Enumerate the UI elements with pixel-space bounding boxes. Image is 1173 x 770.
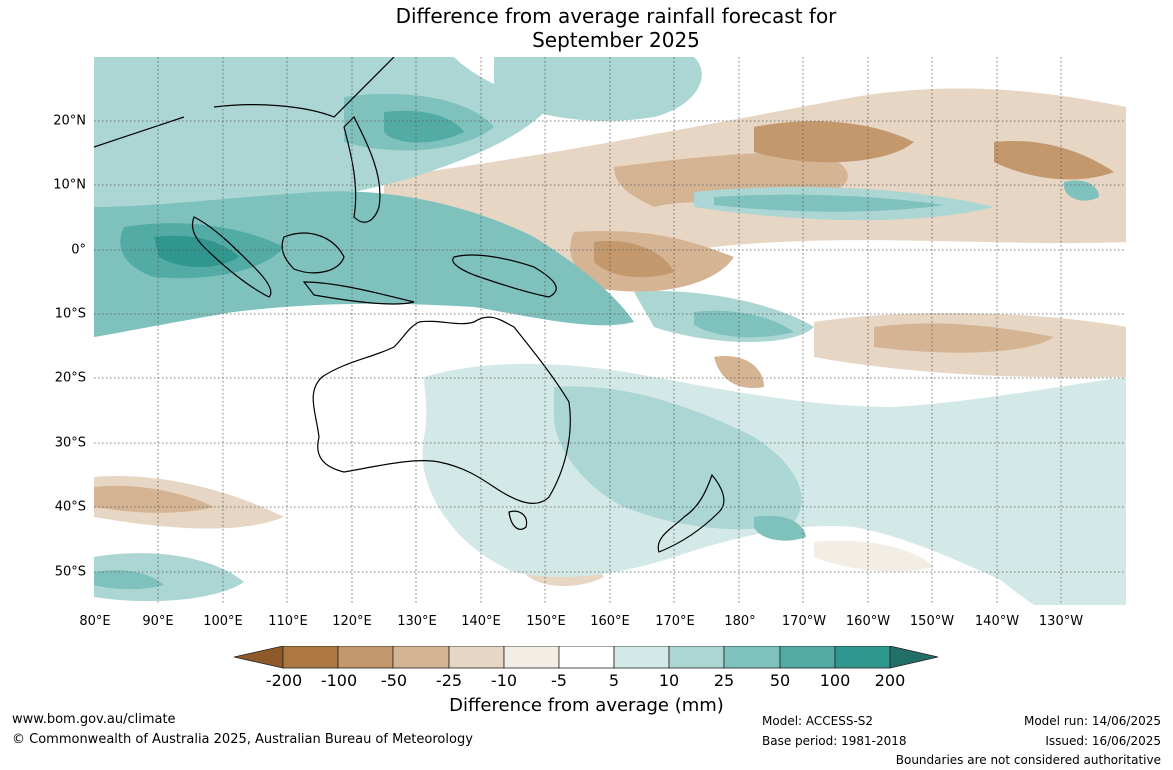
lon-label-160e: 160°E — [590, 614, 630, 629]
colorbar-tick: -100 — [320, 671, 358, 690]
map-canvas — [94, 57, 1126, 605]
lon-label-170e: 170°E — [655, 614, 695, 629]
colorbar — [233, 645, 939, 676]
colorbar-extend-wet — [889, 645, 939, 669]
colorbar-tick: -25 — [435, 671, 463, 690]
lon-label-180: 180° — [724, 614, 756, 629]
colorbar-label: Difference from average (mm) — [449, 695, 724, 716]
colorbar-tick: 50 — [769, 671, 791, 690]
lon-label-120e: 120°E — [332, 614, 372, 629]
map-title: Difference from average rainfall forecas… — [0, 4, 1173, 52]
lat-label-40s: 40°S — [54, 499, 86, 515]
colorbar-extend-dry — [233, 645, 284, 669]
lat-label-20n: 20°N — [53, 113, 86, 129]
wet-anomaly-regions — [94, 57, 1126, 605]
lon-label-130e: 130°E — [397, 614, 437, 629]
lat-label-equator: 0° — [71, 242, 86, 258]
title-line-2: September 2025 — [532, 28, 700, 52]
colorbar-tick: 25 — [713, 671, 735, 690]
graticule — [94, 57, 1126, 605]
colorbar-tick: -50 — [380, 671, 408, 690]
issued-date: Issued: 16/06/2025 — [1045, 734, 1161, 748]
lon-label-80e: 80°E — [79, 614, 111, 629]
colorbar-tick: 10 — [658, 671, 680, 690]
lon-label-100e: 100°E — [203, 614, 243, 629]
lon-label-140w: 140°W — [974, 614, 1020, 629]
lon-label-90e: 90°E — [142, 614, 174, 629]
colorbar-swatches — [233, 645, 939, 669]
colorbar-tick: -200 — [265, 671, 303, 690]
lat-label-50s: 50°S — [54, 564, 86, 580]
colorbar-tick: 200 — [874, 671, 906, 690]
copyright-notice: © Commonwealth of Australia 2025, Austra… — [12, 732, 473, 747]
lon-label-160w: 160°W — [845, 614, 891, 629]
rainfall-anomaly-map — [94, 57, 1126, 605]
model-run-date: Model run: 14/06/2025 — [1023, 714, 1161, 728]
colorbar-tick: 100 — [819, 671, 851, 690]
lon-label-150e: 150°E — [526, 614, 566, 629]
colorbar-tick: -5 — [551, 671, 567, 690]
model-name: Model: ACCESS-S2 — [762, 714, 874, 728]
lon-label-170w: 170°W — [781, 614, 827, 629]
colorbar-tick: -10 — [490, 671, 518, 690]
lat-label-20s: 20°S — [54, 370, 86, 386]
lon-label-110e: 110°E — [268, 614, 308, 629]
lon-label-130w: 130°W — [1038, 614, 1084, 629]
title-line-1: Difference from average rainfall forecas… — [395, 4, 837, 28]
lat-label-10n: 10°N — [53, 177, 86, 193]
website-link[interactable]: www.bom.gov.au/climate — [12, 712, 176, 727]
lat-label-10s: 10°S — [54, 306, 86, 322]
colorbar-tick: 5 — [608, 671, 620, 690]
base-period: Base period: 1981-2018 — [762, 734, 907, 748]
lat-label-30s: 30°S — [54, 435, 86, 451]
lon-label-140e: 140°E — [461, 614, 501, 629]
lon-label-150w: 150°W — [909, 614, 955, 629]
boundaries-disclaimer: Boundaries are not considered authoritat… — [895, 753, 1161, 767]
